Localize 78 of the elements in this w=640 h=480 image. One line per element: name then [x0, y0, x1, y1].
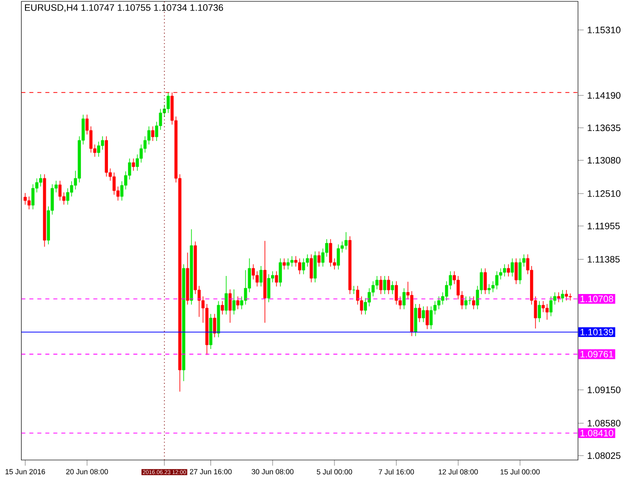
candlestick [228, 289, 232, 324]
candlestick [488, 284, 491, 294]
y-tick-label: 1.13080 [588, 156, 620, 164]
candlestick [132, 158, 135, 172]
candlestick [464, 296, 468, 310]
candlestick [259, 266, 263, 287]
candlestick [514, 258, 518, 284]
candlestick [379, 276, 382, 294]
candlestick [418, 304, 422, 322]
chart-title: EURUSD,H4 1.10747 1.10755 1.10734 1.10736 [25, 4, 224, 12]
candlestick [298, 258, 302, 275]
candlestick [506, 264, 510, 277]
candlestick [282, 258, 286, 270]
candlestick [546, 304, 549, 320]
y-tick-label: 1.12510 [588, 190, 620, 197]
candlestick [28, 196, 31, 210]
candlestick [394, 280, 398, 305]
ref-line-label: 1.10708 [580, 296, 614, 302]
candlestick [557, 292, 560, 303]
candlestick [402, 288, 406, 310]
y-tick-label: 1.08025 [588, 452, 620, 459]
candlestick [560, 290, 564, 303]
ref-line-label: 1.08410 [580, 430, 614, 436]
candlestick [426, 306, 429, 330]
candlestick [368, 288, 371, 307]
candlestick [290, 256, 294, 267]
candlestick [510, 258, 514, 277]
candlestick [39, 174, 42, 187]
ref-line-label: 1.10139 [580, 328, 614, 336]
candlestick [302, 258, 306, 275]
candlestick [414, 304, 418, 336]
candlestick [375, 276, 379, 290]
y-tick-label: 1.13635 [588, 124, 620, 132]
candlestick [24, 192, 27, 206]
candlestick [472, 296, 476, 310]
candlestick [390, 280, 394, 294]
candlestick [213, 314, 216, 338]
candlestick [503, 264, 506, 277]
y-tick-label: 1.09150 [588, 386, 620, 394]
candlestick [344, 232, 348, 250]
ref-line-label: 1.09761 [580, 350, 614, 358]
candlestick [495, 270, 498, 290]
candlestick [383, 276, 386, 294]
candlestick [66, 188, 70, 206]
y-tick-label: 1.11385 [588, 256, 620, 263]
candlestick [286, 258, 290, 270]
candlestick [31, 184, 34, 210]
candlestick [256, 270, 259, 287]
candlestick [100, 136, 104, 150]
candlestick [151, 126, 154, 142]
candlestick [278, 258, 282, 287]
candlestick [336, 244, 340, 270]
candlestick [236, 296, 240, 310]
y-tick-label: 1.15310 [588, 26, 620, 34]
candlestick [484, 268, 487, 294]
candlestick [252, 264, 255, 280]
y-tick-label: 1.14190 [588, 92, 620, 99]
candlestick [317, 251, 321, 267]
candlestick [422, 306, 425, 322]
candlestick [267, 274, 270, 303]
candlestick [244, 270, 248, 305]
candlestick [549, 296, 552, 317]
candlestick [564, 290, 568, 301]
candlestick [329, 238, 332, 267]
candlestick [166, 92, 170, 114]
candlestick [220, 300, 224, 315]
candlestick [224, 276, 228, 315]
y-tick-label: 1.11955 [588, 222, 620, 230]
candlestick [518, 258, 522, 284]
candlestick [387, 276, 390, 294]
candlestick [538, 300, 541, 322]
candlestick [310, 254, 313, 283]
candlestick [314, 251, 317, 283]
candlestick [274, 270, 278, 287]
candlestick [294, 256, 298, 267]
y-tick-label: 1.08580 [588, 420, 620, 426]
candlestick [58, 180, 62, 201]
candlestick [232, 289, 236, 315]
